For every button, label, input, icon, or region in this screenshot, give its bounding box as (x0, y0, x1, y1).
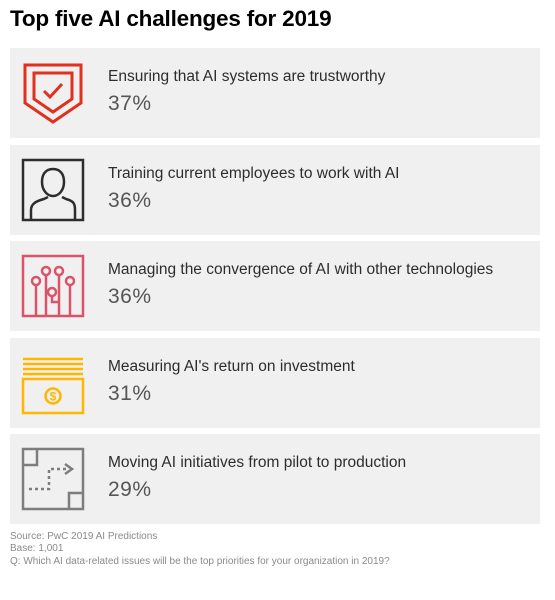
challenge-percent: 29% (108, 478, 152, 502)
challenge-card-roi: $ Measuring AI's return on investment 31… (10, 338, 540, 428)
challenge-card-production: Moving AI initiatives from pilot to prod… (10, 434, 540, 524)
challenge-label: Managing the convergence of AI with othe… (108, 261, 493, 279)
challenge-label: Moving AI initiatives from pilot to prod… (108, 454, 406, 472)
challenge-percent: 37% (108, 92, 152, 116)
challenge-card-training: Training current employees to work with … (10, 145, 540, 235)
challenge-label: Measuring AI's return on investment (108, 358, 355, 376)
base-note: Base: 1,001 (10, 543, 390, 555)
challenge-card-convergence: Managing the convergence of AI with othe… (10, 241, 540, 331)
source-note: Source: PwC 2019 AI Predictions (10, 531, 390, 543)
circuit-icon (19, 252, 87, 320)
challenge-percent: 36% (108, 285, 152, 309)
challenge-label: Training current employees to work with … (108, 165, 399, 183)
question-note: Q: Which AI data-related issues will be … (10, 556, 390, 568)
challenge-list: Ensuring that AI systems are trustworthy… (10, 48, 540, 531)
money-icon: $ (19, 349, 87, 417)
person-icon (19, 156, 87, 224)
challenge-percent: 31% (108, 382, 152, 406)
page-title: Top five AI challenges for 2019 (10, 6, 331, 32)
path-arrow-icon (19, 445, 87, 513)
challenge-percent: 36% (108, 189, 152, 213)
svg-text:$: $ (50, 389, 57, 403)
shield-check-icon (19, 59, 87, 127)
footnote: Source: PwC 2019 AI Predictions Base: 1,… (10, 531, 390, 568)
challenge-card-trust: Ensuring that AI systems are trustworthy… (10, 48, 540, 138)
challenge-label: Ensuring that AI systems are trustworthy (108, 68, 385, 86)
